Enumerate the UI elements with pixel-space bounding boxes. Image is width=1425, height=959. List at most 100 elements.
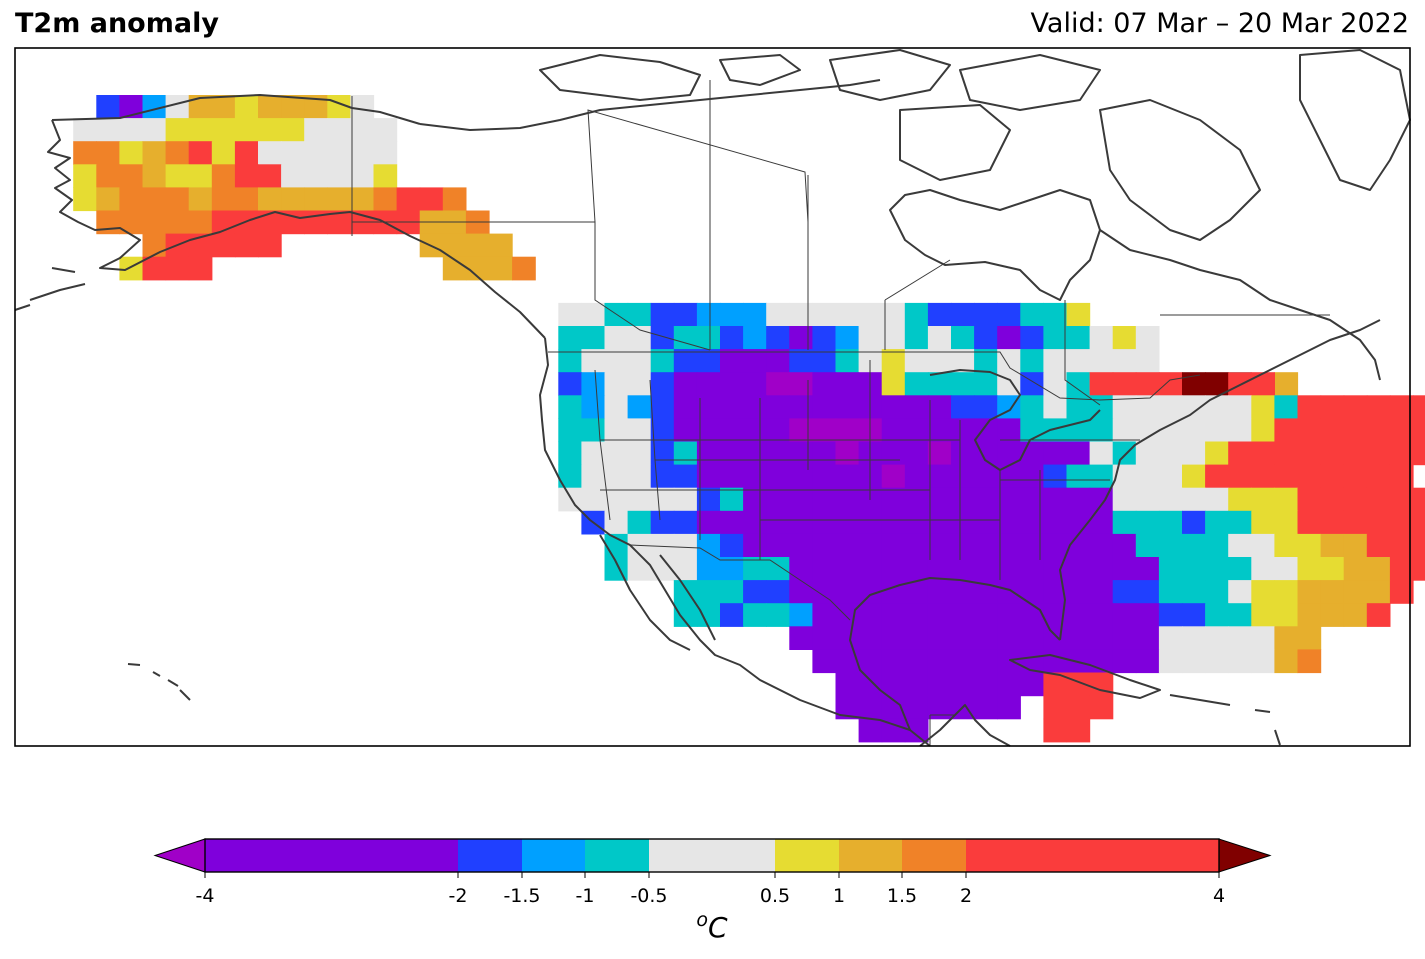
anomaly-cell xyxy=(789,580,813,604)
anomaly-cell xyxy=(1066,441,1091,466)
anomaly-cell xyxy=(627,510,652,535)
anomaly-cell xyxy=(927,326,952,350)
alaska-coast xyxy=(47,94,546,339)
anomaly-cell xyxy=(904,510,929,535)
anomaly-cell xyxy=(812,326,837,350)
colorbar-ticks: -4 -2 -1.5 -1 -0.5 0.5 1 1.5 2 4 xyxy=(196,872,1225,907)
anomaly-cell xyxy=(350,164,375,188)
anomaly-cell xyxy=(881,302,906,327)
anomaly-cell xyxy=(1297,603,1322,627)
colorbar-tick-label: 0.5 xyxy=(760,885,790,907)
anomaly-cell xyxy=(720,510,744,535)
anomaly-cell xyxy=(904,557,929,581)
anomaly-cell xyxy=(673,557,698,581)
anomaly-cell xyxy=(997,649,1021,674)
anomaly-cell xyxy=(581,487,606,512)
anomaly-cell xyxy=(1389,533,1414,558)
anomaly-cell xyxy=(281,95,305,119)
anomaly-cell xyxy=(1182,372,1206,396)
anomaly-cell xyxy=(188,95,213,119)
anomaly-cell xyxy=(627,441,652,466)
anomaly-cell xyxy=(927,302,952,327)
anomaly-cell xyxy=(1251,649,1275,674)
anomaly-cell xyxy=(1274,441,1299,466)
anomaly-cell xyxy=(974,557,998,581)
anomaly-cell xyxy=(1182,626,1206,650)
anomaly-cell xyxy=(720,372,744,396)
anomaly-cell xyxy=(1251,441,1275,466)
anomaly-cell xyxy=(858,603,883,627)
anomaly-cell xyxy=(188,187,213,212)
coastlines xyxy=(14,49,1411,747)
colorbar-under-extension xyxy=(153,838,206,873)
us-state-borders xyxy=(594,360,1140,580)
anomaly-cell xyxy=(835,302,860,327)
anomaly-cell xyxy=(812,349,837,373)
anomaly-cell xyxy=(188,164,213,188)
anomaly-cell xyxy=(858,510,883,535)
anomaly-cell xyxy=(927,533,952,558)
anomaly-cell xyxy=(974,349,998,373)
anomaly-cell xyxy=(1343,487,1368,512)
anomaly-cell xyxy=(234,118,259,142)
anomaly-cell xyxy=(1343,557,1368,581)
hawaii xyxy=(127,663,191,701)
anomaly-cell xyxy=(904,533,929,558)
anomaly-cell xyxy=(696,349,721,373)
anomaly-cell xyxy=(1089,695,1114,720)
anomaly-cell xyxy=(1228,533,1252,558)
anomaly-cell xyxy=(650,533,675,558)
anomaly-cell xyxy=(997,464,1021,489)
anomaly-cell xyxy=(1089,533,1114,558)
anomaly-cell xyxy=(1366,603,1391,627)
anomaly-cell xyxy=(1066,695,1091,720)
anomaly-cell xyxy=(766,441,790,466)
anomaly-cell xyxy=(1251,626,1275,650)
anomaly-cell xyxy=(974,326,998,350)
anomaly-cell xyxy=(743,510,767,535)
anomaly-cell xyxy=(696,603,721,627)
anomaly-cell xyxy=(974,441,998,466)
anomaly-cell xyxy=(1389,580,1414,604)
anomaly-cell xyxy=(1274,557,1299,581)
anomaly-cell xyxy=(581,372,606,396)
anomaly-cell xyxy=(881,557,906,581)
anomaly-cell xyxy=(1413,487,1425,512)
anomaly-cell xyxy=(743,603,767,627)
anomaly-cell xyxy=(627,349,652,373)
anomaly-cell xyxy=(1274,510,1299,535)
anomaly-cell xyxy=(997,672,1021,697)
anomaly-cell xyxy=(1112,464,1137,489)
anomaly-cell xyxy=(1228,603,1252,627)
anomaly-cell xyxy=(904,580,929,604)
anomaly-cell xyxy=(558,418,582,443)
anomaly-cell xyxy=(1297,418,1322,443)
anomaly-cell xyxy=(304,141,328,165)
anomaly-cell xyxy=(1089,626,1114,650)
anomaly-cell xyxy=(997,580,1021,604)
anomaly-cell xyxy=(627,487,652,512)
anomaly-cell xyxy=(673,510,698,535)
anomaly-cell xyxy=(1251,418,1275,443)
anomaly-cell xyxy=(258,164,282,188)
anomaly-cell xyxy=(766,326,790,350)
anomaly-cell xyxy=(142,210,167,235)
anomaly-cell xyxy=(766,372,790,396)
anomaly-cell xyxy=(1112,626,1137,650)
anomaly-cell xyxy=(650,395,675,419)
anomaly-cell xyxy=(904,349,929,373)
anomaly-cell xyxy=(812,372,837,396)
colorbar-bin xyxy=(649,839,775,872)
anomaly-cell xyxy=(1251,464,1275,489)
anomaly-cell xyxy=(119,118,144,142)
anomaly-cell xyxy=(1043,372,1068,396)
anomaly-cell xyxy=(1043,672,1068,697)
anomaly-cell xyxy=(696,418,721,443)
anomaly-cell xyxy=(327,141,351,165)
anomaly-cell xyxy=(1135,626,1160,650)
anomaly-cell xyxy=(188,141,213,165)
anomaly-cell xyxy=(881,326,906,350)
anomaly-cell xyxy=(1205,626,1229,650)
colorbar-tick-label: 1 xyxy=(833,885,845,907)
anomaly-cell xyxy=(927,672,952,697)
